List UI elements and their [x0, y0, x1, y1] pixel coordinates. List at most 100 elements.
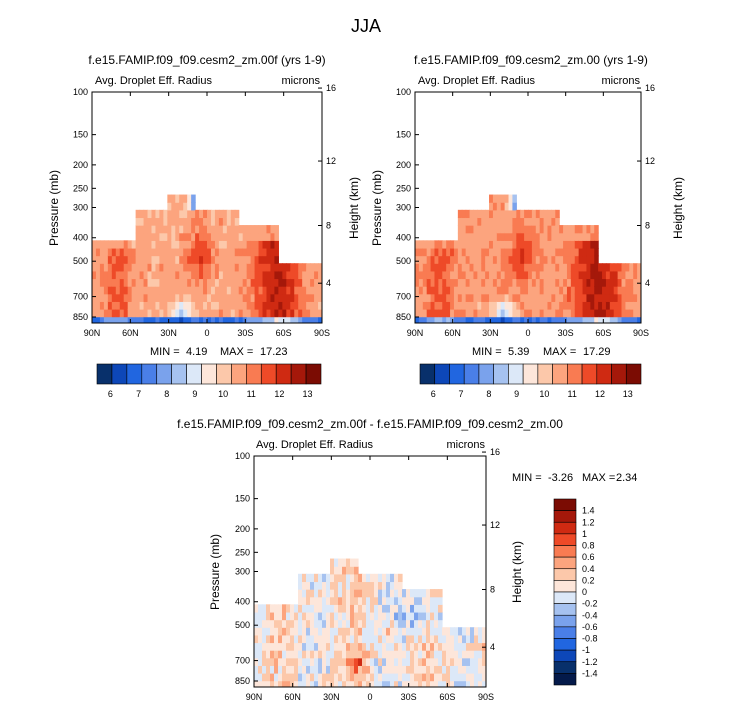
field-cell — [111, 247, 117, 257]
field-cell — [274, 278, 279, 287]
field-cell — [382, 589, 387, 598]
field-cell — [95, 247, 101, 257]
field-cell — [163, 247, 168, 257]
field-cell — [274, 270, 279, 280]
field-cell — [430, 316, 436, 323]
field-cell — [582, 270, 588, 280]
field-cell — [466, 650, 471, 659]
field-cell — [183, 270, 188, 280]
field-cell — [390, 619, 395, 628]
field-cell — [422, 657, 427, 666]
field-cell — [469, 308, 475, 318]
field-cell — [111, 293, 117, 302]
field-cell — [434, 308, 439, 318]
field-cell — [504, 308, 510, 318]
field-cell — [171, 202, 176, 211]
field-cell — [598, 301, 603, 310]
field-cell — [115, 240, 121, 249]
field-cell — [489, 217, 494, 226]
field-cell — [195, 217, 200, 226]
field-cell — [183, 240, 188, 249]
field-cell — [258, 665, 263, 674]
field-cell — [422, 316, 428, 323]
field-cell — [92, 270, 97, 280]
field-cell — [226, 255, 232, 264]
stats-line: MIN = 5.39 MAX = 17.29 — [472, 346, 611, 358]
field-cell — [147, 232, 153, 241]
field-cell — [485, 263, 490, 272]
field-cell — [262, 240, 268, 249]
field-cell — [111, 240, 117, 249]
field-cell — [442, 255, 447, 264]
field-cell — [438, 596, 443, 605]
field-cell — [504, 278, 510, 287]
field-cell — [528, 316, 533, 323]
field-cell — [226, 286, 232, 295]
field-cell — [465, 217, 471, 226]
field-cell — [555, 225, 560, 234]
field-cell — [473, 301, 478, 310]
field-cell — [473, 293, 478, 302]
field-cell — [115, 286, 121, 295]
field-cell — [338, 611, 343, 621]
field-cell — [474, 650, 479, 659]
field-cell — [617, 301, 623, 310]
field-cell — [382, 604, 387, 613]
field-cell — [262, 604, 267, 613]
field-cell — [414, 589, 419, 598]
field-cell — [629, 308, 634, 318]
field-cell — [528, 209, 533, 219]
field-cell — [346, 650, 351, 659]
field-cell — [434, 650, 439, 659]
field-cell — [394, 581, 399, 590]
field-cell — [254, 316, 260, 323]
field-cell — [598, 263, 603, 272]
field-cell — [434, 270, 439, 280]
field-cell — [543, 301, 549, 310]
field-cell — [214, 293, 220, 302]
field-cell — [489, 240, 494, 249]
field-cell — [258, 627, 263, 636]
field-cell — [207, 263, 212, 272]
field-cell — [350, 581, 355, 590]
colorbar-label: -0.2 — [582, 599, 598, 609]
field-cell — [167, 209, 172, 219]
y-right-tick-label: 4 — [490, 642, 495, 652]
field-cell — [326, 634, 331, 644]
field-cell — [195, 278, 200, 287]
field-cell — [504, 316, 510, 323]
field-cell — [547, 232, 552, 241]
colorbar-label: 6 — [431, 389, 436, 399]
field-cell — [286, 650, 291, 659]
field-cell — [310, 672, 315, 682]
field-cell — [266, 301, 272, 310]
field-cell — [92, 278, 97, 287]
field-cell — [516, 232, 521, 241]
field-cell — [438, 316, 443, 323]
field-cell — [559, 308, 564, 318]
field-cell — [338, 657, 343, 666]
field-cell — [290, 270, 295, 280]
field-cell — [214, 316, 220, 323]
field-cell — [508, 278, 514, 287]
field-cell — [218, 255, 224, 264]
field-cell — [310, 589, 315, 598]
variable-label: Avg. Droplet Eff. Radius — [256, 439, 373, 451]
field-cell — [362, 619, 367, 628]
field-cell — [394, 589, 399, 598]
field-cell — [551, 301, 556, 310]
field-cell — [516, 308, 521, 318]
field-cell — [430, 247, 436, 257]
field-cell — [520, 240, 525, 249]
field-cell — [179, 247, 184, 257]
field-cell — [143, 240, 149, 249]
field-cell — [226, 209, 232, 219]
field-cell — [222, 247, 228, 257]
field-cell — [298, 627, 303, 636]
field-cell — [609, 286, 615, 295]
field-cell — [286, 627, 291, 636]
field-cell — [111, 308, 117, 318]
field-cell — [151, 301, 157, 310]
field-cell — [290, 650, 295, 659]
field-cell — [306, 665, 311, 674]
